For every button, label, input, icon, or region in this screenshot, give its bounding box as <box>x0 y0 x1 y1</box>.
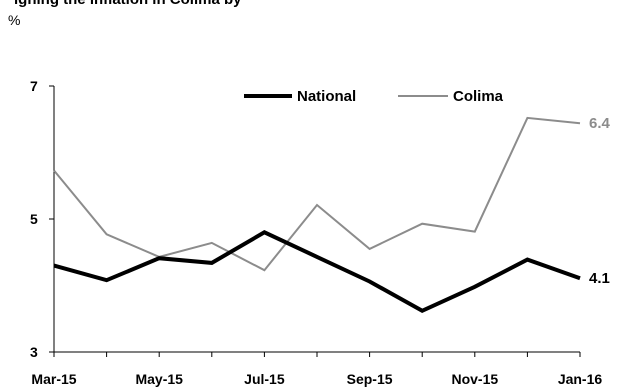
y-tick-label: 5 <box>30 211 38 227</box>
legend-label-colima: Colima <box>453 88 504 105</box>
x-ticks: Mar-15 May-15 Jul-15 Sep-15 Nov-15 Jan-16 <box>31 352 602 387</box>
legend-label-national: National <box>297 88 356 105</box>
chart-title: ighing the inflation in Colima by <box>14 0 242 8</box>
y-tick-label: 7 <box>30 78 38 94</box>
end-label-colima: 6.4 <box>589 115 611 132</box>
x-tick-label: May-15 <box>135 371 183 387</box>
end-label-national: 4.1 <box>589 270 610 287</box>
x-tick-label: Jul-15 <box>244 371 285 387</box>
x-tick-label: Sep-15 <box>347 371 393 387</box>
series-line-national <box>53 230 581 314</box>
legend: National Colima <box>244 88 504 105</box>
x-tick-label: Mar-15 <box>31 371 76 387</box>
series-line-colima <box>53 116 581 272</box>
series-lines <box>53 116 581 314</box>
x-tick-label: Nov-15 <box>451 371 498 387</box>
x-tick-label: Jan-16 <box>558 371 603 387</box>
y-tick-label: 3 <box>30 344 38 360</box>
end-labels: 4.1 6.4 <box>589 115 611 287</box>
y-ticks: 3 5 7 <box>30 78 54 360</box>
y-unit-label: % <box>8 12 20 28</box>
